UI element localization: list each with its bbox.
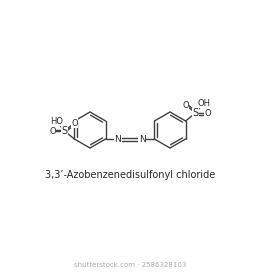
Text: N: N	[139, 134, 146, 144]
Text: HO: HO	[50, 116, 63, 125]
Text: OH: OH	[197, 99, 210, 108]
Text: N: N	[114, 134, 121, 144]
Text: O: O	[71, 118, 78, 127]
Text: S: S	[192, 108, 199, 118]
Text: O: O	[204, 109, 211, 118]
Text: S: S	[61, 126, 68, 136]
Text: 3,3’-Azobenzenedisulfonyl chloride: 3,3’-Azobenzenedisulfonyl chloride	[45, 170, 215, 180]
Text: O: O	[182, 101, 189, 109]
Text: O: O	[49, 127, 56, 136]
Text: shutterstock.com · 2586328103: shutterstock.com · 2586328103	[74, 262, 186, 268]
